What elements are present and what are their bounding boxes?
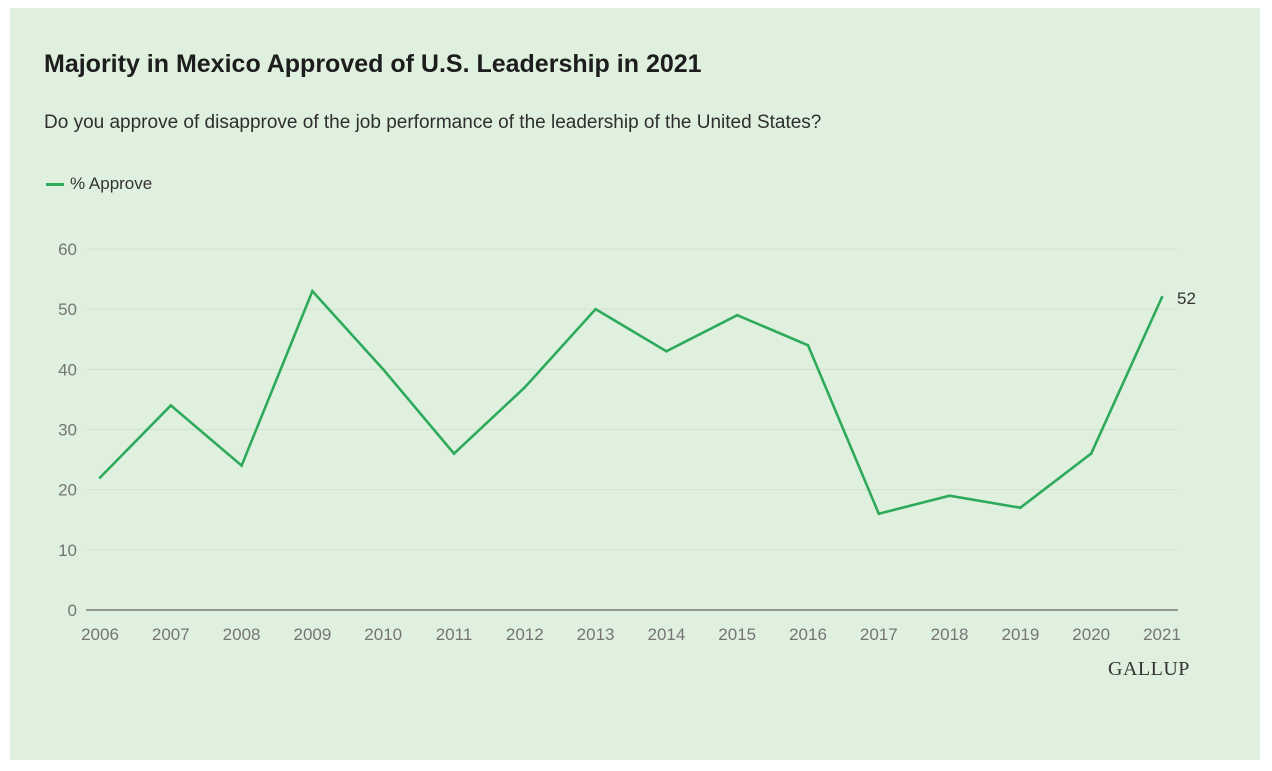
data-point — [1160, 295, 1164, 299]
chart-title: Majority in Mexico Approved of U.S. Lead… — [44, 50, 702, 78]
x-tick-label: 2012 — [506, 625, 544, 644]
data-point — [877, 512, 881, 516]
y-tick-label: 60 — [58, 240, 77, 259]
legend-swatch — [46, 182, 64, 186]
y-tick-label: 50 — [58, 300, 77, 319]
y-axis-ticks: 0 10 20 30 40 50 60 — [58, 240, 77, 620]
x-tick-label: 2009 — [293, 625, 331, 644]
chart-subtitle: Do you approve of disapprove of the job … — [44, 112, 822, 133]
x-tick-label: 2007 — [152, 625, 190, 644]
data-point — [452, 452, 456, 455]
x-tick-label: 2015 — [718, 625, 756, 644]
x-tick-label: 2016 — [789, 625, 827, 644]
data-point — [98, 476, 102, 479]
data-point — [665, 349, 668, 353]
data-point — [948, 494, 951, 497]
data-point — [1089, 452, 1093, 455]
data-point — [311, 289, 314, 293]
x-tick-label: 2010 — [364, 625, 402, 644]
x-tick-label: 2011 — [436, 625, 473, 644]
data-point — [1019, 506, 1022, 510]
series-layer — [98, 288, 1164, 516]
y-tick-label: 30 — [58, 421, 77, 440]
series-line-approve — [99, 288, 1164, 516]
chart-card — [10, 8, 1260, 760]
legend-label: % Approve — [70, 174, 153, 193]
gallup-logo: GALLUP — [1108, 658, 1190, 680]
y-tick-label: 40 — [58, 360, 77, 379]
data-point — [735, 313, 739, 317]
legend: % Approve — [46, 174, 152, 194]
x-axis-ticks: 2006 2007 2008 2009 2010 2011 2012 2013 2014 2015… — [81, 625, 1181, 644]
data-point — [169, 404, 173, 407]
y-tick-label: 20 — [58, 481, 77, 500]
x-tick-label: 2021 — [1143, 625, 1181, 644]
x-tick-label: 2006 — [81, 625, 119, 644]
end-value-label: 52 — [1177, 289, 1196, 308]
y-tick-label: 10 — [58, 541, 77, 560]
y-tick-label: 0 — [68, 601, 77, 620]
data-labels: 52 — [1177, 289, 1196, 308]
data-point — [240, 464, 243, 467]
x-tick-label: 2018 — [931, 625, 969, 644]
x-tick-label: 2008 — [223, 625, 261, 644]
x-tick-label: 2014 — [647, 625, 685, 644]
x-tick-label: 2019 — [1001, 625, 1039, 644]
data-point — [806, 343, 810, 347]
x-tick-label: 2013 — [577, 625, 615, 644]
data-point — [381, 368, 385, 371]
data-point — [594, 307, 597, 311]
gridlines — [86, 248, 1178, 611]
data-point — [523, 386, 527, 389]
x-tick-label: 2017 — [860, 625, 898, 644]
x-tick-label: 2020 — [1072, 625, 1110, 644]
